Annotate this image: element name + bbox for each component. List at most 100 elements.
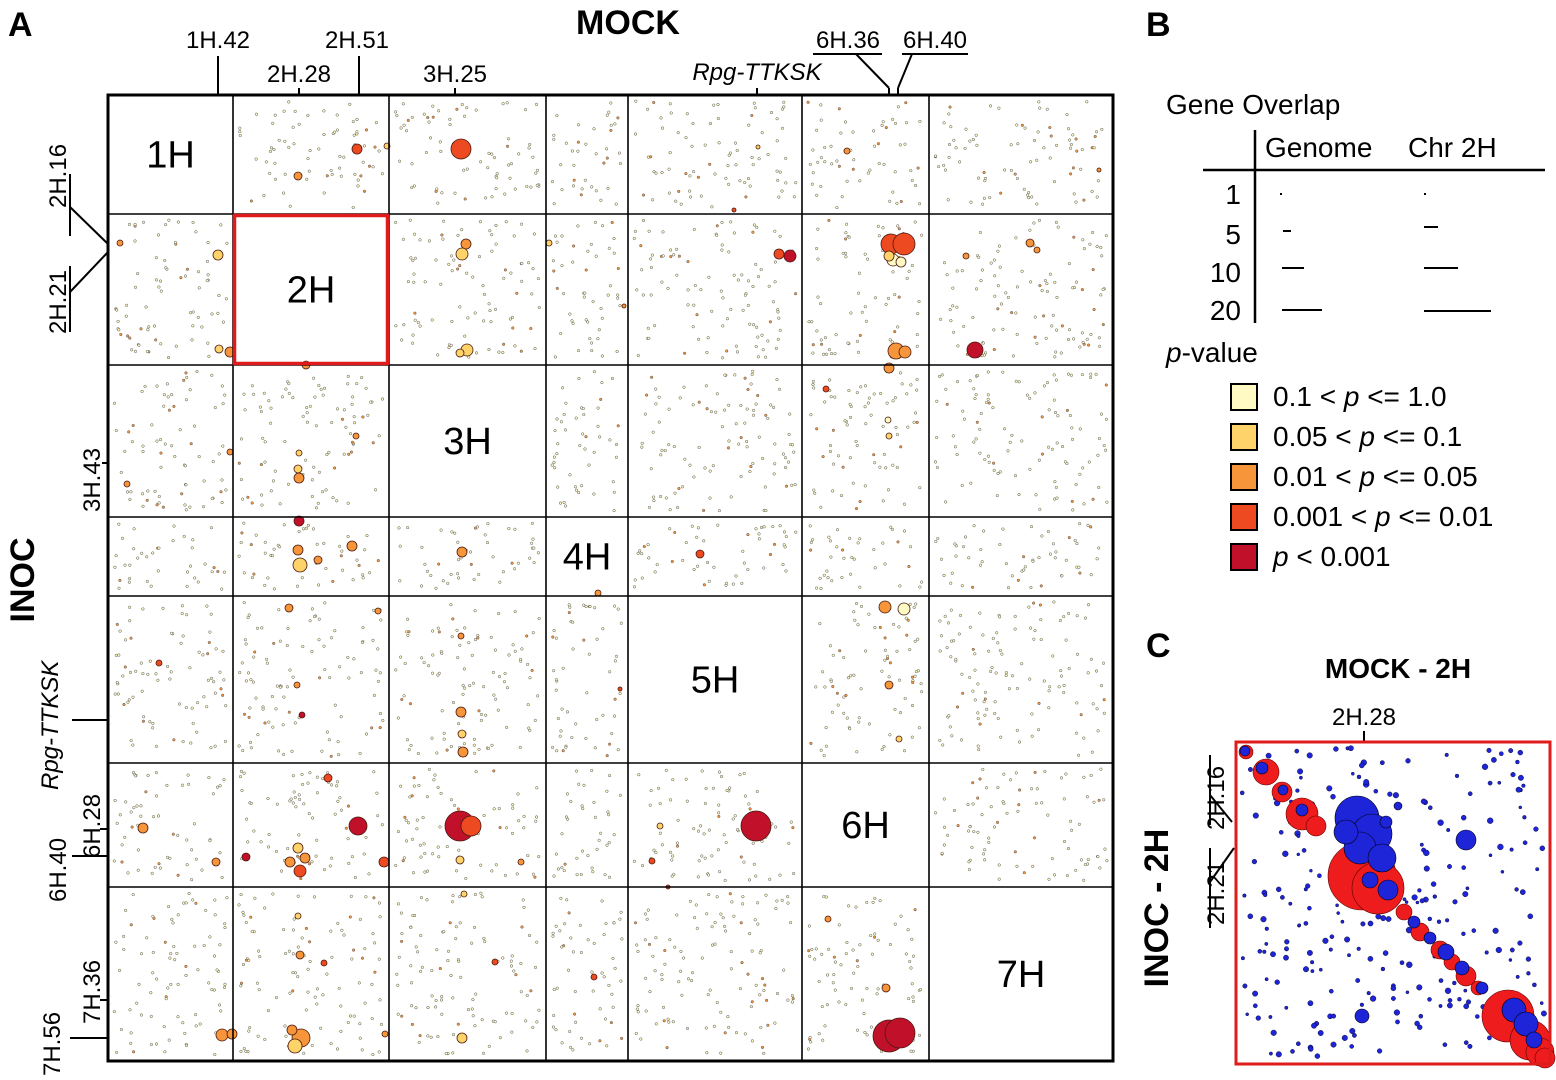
background-dot bbox=[1009, 143, 1013, 147]
background-dot bbox=[241, 748, 245, 753]
background-dot bbox=[654, 171, 658, 175]
background-dot bbox=[301, 527, 306, 531]
background-dot bbox=[771, 525, 775, 529]
background-dot bbox=[736, 278, 740, 282]
background-dot bbox=[428, 136, 433, 140]
background-dot bbox=[573, 1012, 577, 1016]
background-dot bbox=[828, 443, 833, 448]
background-dot bbox=[335, 113, 339, 117]
background-dot bbox=[264, 160, 268, 164]
background-dot bbox=[417, 1040, 421, 1044]
background-dot bbox=[1074, 731, 1079, 735]
background-dot bbox=[530, 668, 534, 672]
background-dot bbox=[358, 917, 362, 921]
background-dot bbox=[811, 171, 815, 175]
background-dot bbox=[608, 774, 612, 778]
background-dot bbox=[961, 409, 965, 413]
background-dot bbox=[603, 873, 607, 877]
background-dot bbox=[610, 376, 615, 381]
background-dot bbox=[708, 988, 712, 992]
background-dot bbox=[762, 1051, 766, 1055]
background-dot bbox=[998, 615, 1002, 619]
background-dot bbox=[844, 255, 848, 259]
inoc-dot bbox=[1526, 971, 1531, 976]
background-dot bbox=[734, 344, 739, 348]
background-dot bbox=[996, 307, 1000, 311]
background-dot bbox=[884, 126, 888, 130]
background-dot bbox=[205, 278, 209, 283]
background-dot bbox=[418, 238, 422, 242]
background-dot bbox=[659, 116, 663, 120]
background-dot bbox=[278, 685, 283, 689]
background-dot bbox=[913, 220, 917, 224]
background-dot bbox=[943, 614, 947, 618]
background-dot bbox=[248, 706, 252, 710]
background-dot bbox=[406, 821, 411, 825]
background-dot bbox=[482, 936, 486, 941]
background-dot bbox=[615, 349, 619, 354]
background-dot bbox=[595, 847, 599, 851]
background-dot bbox=[1091, 268, 1095, 272]
background-dot bbox=[658, 831, 662, 835]
background-dot bbox=[288, 204, 292, 208]
background-dot bbox=[425, 795, 429, 799]
background-dot bbox=[814, 947, 818, 951]
background-dot bbox=[1014, 311, 1018, 315]
inoc-dot bbox=[1252, 812, 1259, 819]
background-dot bbox=[831, 684, 835, 689]
background-dot bbox=[692, 303, 696, 307]
inoc-dot bbox=[1471, 928, 1477, 933]
background-dot bbox=[571, 647, 575, 651]
background-dot bbox=[935, 465, 939, 470]
background-dot bbox=[593, 606, 597, 610]
background-dot bbox=[114, 940, 118, 944]
background-dot bbox=[449, 973, 453, 978]
background-dot bbox=[293, 721, 297, 725]
background-dot bbox=[152, 324, 157, 328]
background-dot bbox=[721, 296, 725, 300]
background-dot bbox=[950, 571, 954, 575]
background-dot bbox=[495, 172, 499, 176]
background-dot bbox=[942, 825, 947, 829]
background-dot bbox=[1060, 574, 1064, 578]
background-dot bbox=[118, 629, 122, 633]
background-dot bbox=[1036, 130, 1040, 134]
background-dot bbox=[742, 771, 746, 776]
background-dot bbox=[873, 935, 877, 939]
background-dot bbox=[370, 726, 374, 730]
inoc-dot bbox=[1484, 950, 1489, 955]
background-dot bbox=[408, 702, 413, 706]
background-dot bbox=[671, 854, 675, 858]
background-dot bbox=[555, 114, 559, 118]
background-dot bbox=[880, 123, 884, 128]
background-dot bbox=[321, 993, 325, 997]
background-dot bbox=[415, 818, 419, 822]
background-dot bbox=[329, 168, 333, 172]
background-dot bbox=[766, 1023, 770, 1027]
background-dot bbox=[783, 456, 788, 460]
background-dot bbox=[128, 563, 132, 567]
background-dot bbox=[876, 142, 880, 146]
background-dot bbox=[834, 333, 838, 337]
background-dot bbox=[973, 396, 977, 401]
background-dot bbox=[401, 859, 405, 863]
overlap-bubble bbox=[352, 432, 360, 440]
background-dot bbox=[241, 497, 245, 501]
background-dot bbox=[760, 131, 764, 135]
background-dot bbox=[975, 420, 979, 424]
background-dot bbox=[825, 569, 829, 573]
background-dot bbox=[263, 583, 267, 587]
background-dot bbox=[982, 852, 986, 856]
background-dot bbox=[314, 424, 318, 428]
background-dot bbox=[988, 104, 993, 108]
background-dot bbox=[977, 748, 981, 752]
background-dot bbox=[717, 811, 721, 815]
background-dot bbox=[599, 397, 603, 401]
background-dot bbox=[520, 261, 524, 266]
background-dot bbox=[1015, 176, 1019, 181]
background-dot bbox=[902, 749, 907, 753]
inoc-dot bbox=[1454, 773, 1460, 778]
background-dot bbox=[205, 604, 209, 608]
background-dot bbox=[1004, 562, 1008, 566]
background-dot bbox=[189, 442, 193, 446]
